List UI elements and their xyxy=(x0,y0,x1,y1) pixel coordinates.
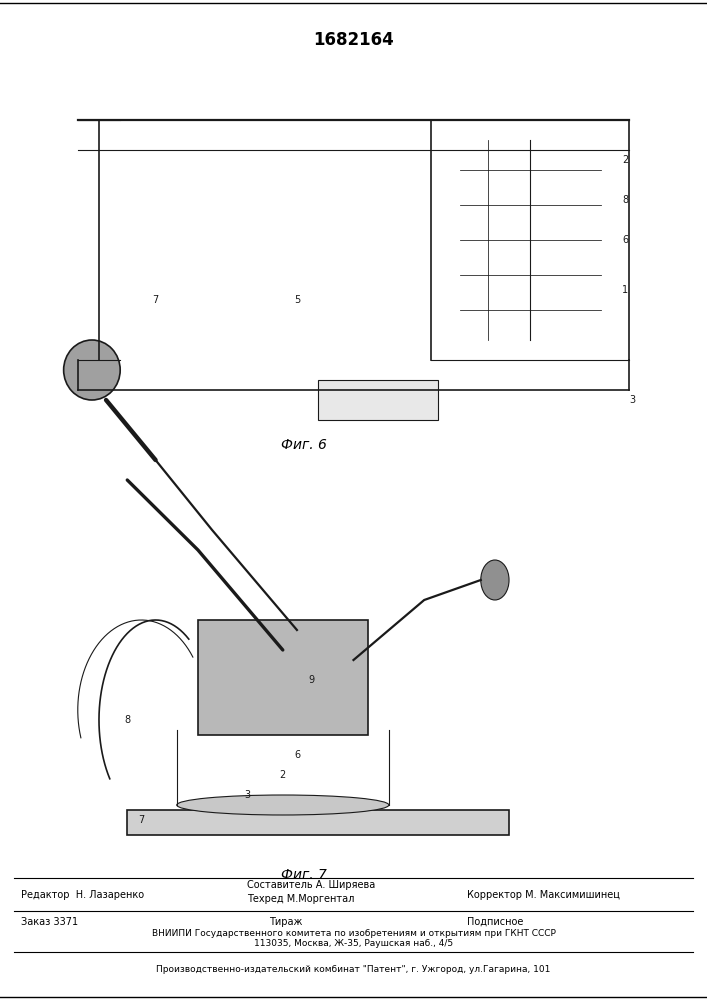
Text: 1682164: 1682164 xyxy=(313,31,394,49)
Text: 8: 8 xyxy=(622,195,629,205)
Text: Производственно-издательский комбинат "Патент", г. Ужгород, ул.Гагарина, 101: Производственно-издательский комбинат "П… xyxy=(156,966,551,974)
Text: Заказ 3371: Заказ 3371 xyxy=(21,917,78,927)
Text: 7: 7 xyxy=(139,815,144,825)
Bar xyxy=(318,380,438,420)
Bar xyxy=(127,810,509,835)
Text: 3: 3 xyxy=(629,395,636,405)
Text: 6: 6 xyxy=(294,750,300,760)
Text: Редактор  Н. Лазаренко: Редактор Н. Лазаренко xyxy=(21,890,144,900)
Text: 6: 6 xyxy=(622,235,629,245)
Text: 8: 8 xyxy=(124,715,130,725)
Text: 2: 2 xyxy=(280,770,286,780)
Text: 3: 3 xyxy=(245,790,250,800)
Text: ВНИИПИ Государственного комитета по изобретениям и открытиям при ГКНТ СССР: ВНИИПИ Государственного комитета по изоб… xyxy=(151,928,556,938)
Text: 5: 5 xyxy=(294,295,300,305)
Text: Корректор М. Максимишинец: Корректор М. Максимишинец xyxy=(467,890,619,900)
Text: Тираж: Тираж xyxy=(269,917,302,927)
Text: Фиг. 7: Фиг. 7 xyxy=(281,868,327,882)
Ellipse shape xyxy=(481,560,509,600)
Text: 2: 2 xyxy=(622,155,629,165)
Text: 7: 7 xyxy=(153,295,158,305)
Text: Фиг. 6: Фиг. 6 xyxy=(281,438,327,452)
Text: Техред М.Моргентал: Техред М.Моргентал xyxy=(247,894,355,904)
Text: 113035, Москва, Ж-35, Раушская наб., 4/5: 113035, Москва, Ж-35, Раушская наб., 4/5 xyxy=(254,938,453,948)
Text: Подписное: Подписное xyxy=(467,917,523,927)
Text: 9: 9 xyxy=(308,675,314,685)
Ellipse shape xyxy=(64,340,120,400)
Text: Составитель А. Ширяева: Составитель А. Ширяева xyxy=(247,880,375,890)
Bar xyxy=(198,620,368,735)
Text: 1: 1 xyxy=(622,285,629,295)
Ellipse shape xyxy=(177,795,389,815)
